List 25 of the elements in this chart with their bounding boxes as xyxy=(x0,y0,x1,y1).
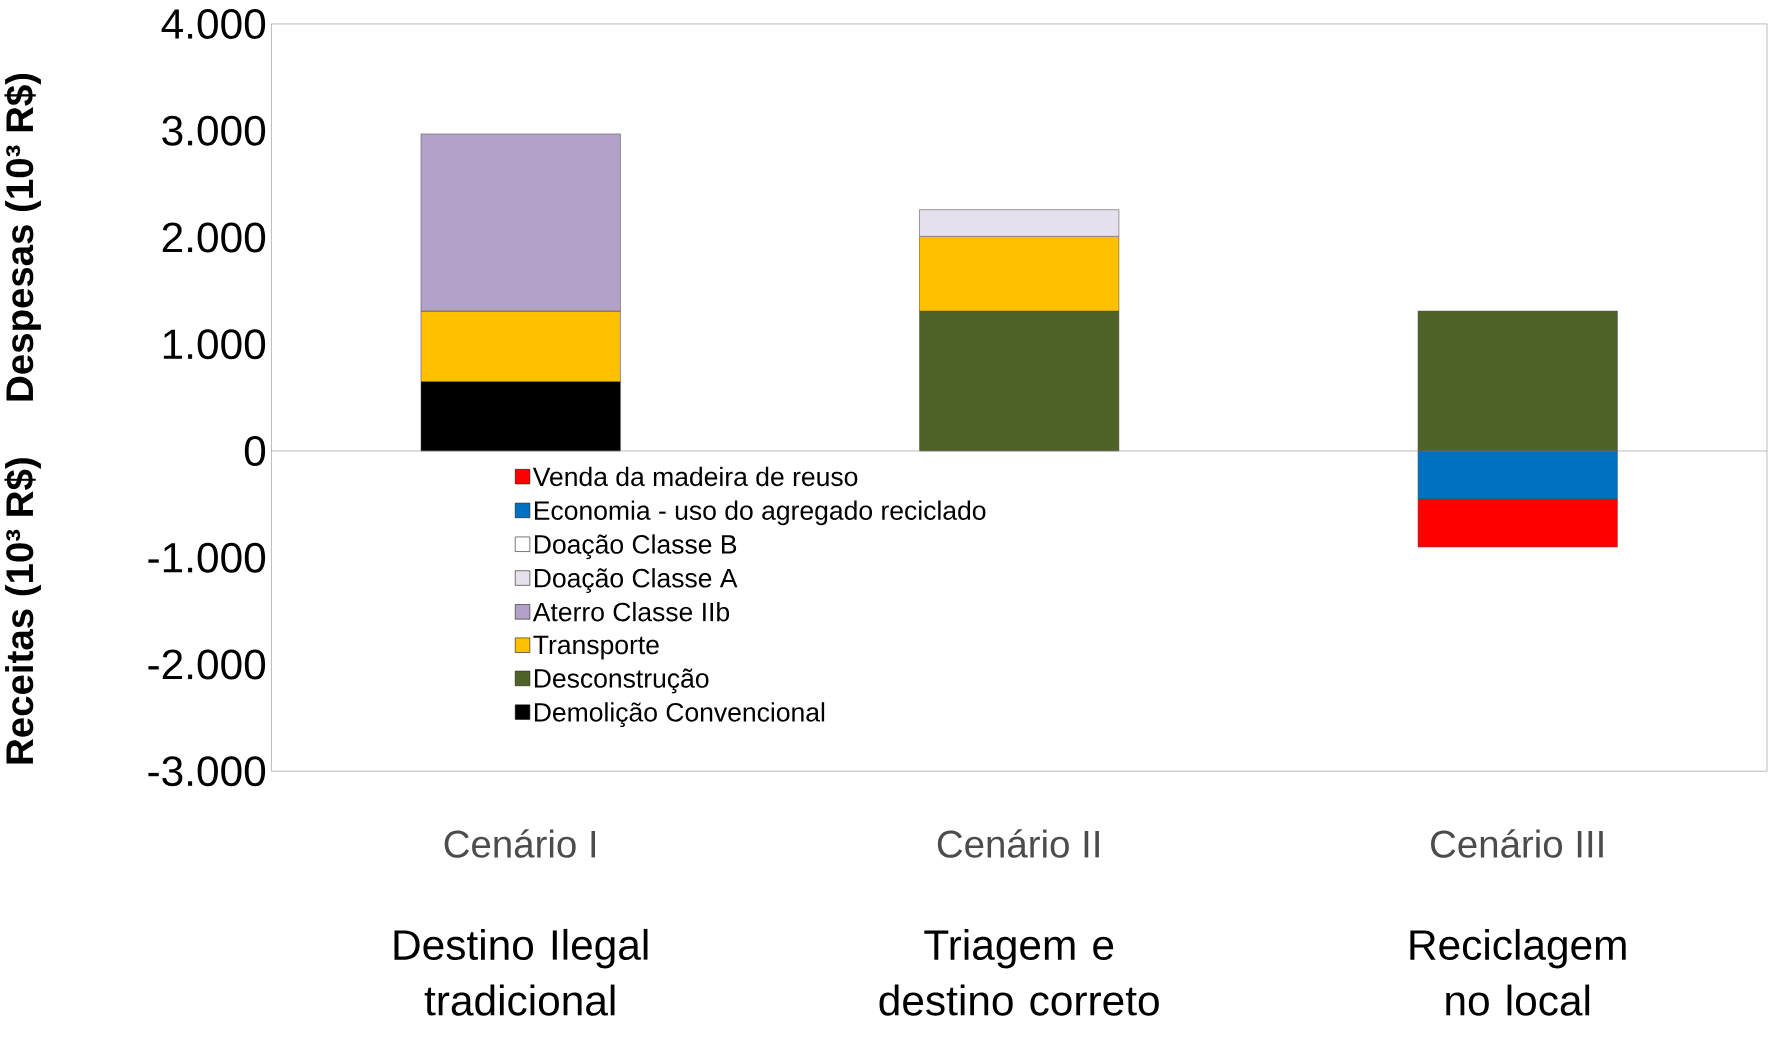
y-tick-label: -2.000 xyxy=(148,649,266,680)
text: Receitas (10³ R$) xyxy=(4,458,41,764)
bar xyxy=(1417,311,1618,452)
y-tick-label: -1.000 xyxy=(148,542,266,573)
y-tick-label: 2.000 xyxy=(162,222,266,253)
legend-label: Venda da madeira de reuso xyxy=(532,466,858,487)
y-tick-label: 0 xyxy=(244,436,266,467)
legend-label: Transporte xyxy=(533,635,659,660)
y-tick-label: 3.000 xyxy=(162,115,266,146)
y-axis-title: Despesas (10³ R$) xyxy=(4,74,41,401)
x-tick-label: Cenário III xyxy=(1431,829,1603,858)
text: Reciclagem no local xyxy=(1410,929,1626,1016)
y-tick-label: 1.000 xyxy=(163,329,266,360)
x-tick-label: Cenário I xyxy=(444,829,596,858)
legend-label: Demolição Convencional xyxy=(534,702,825,728)
y-tick-label: 4.000 xyxy=(161,9,266,40)
legend-label: Doação Classe A xyxy=(534,568,738,594)
text: Destino Ilegal tradicional xyxy=(394,929,648,1016)
y-tick-label: -3.000 xyxy=(148,756,266,787)
legend-label: Aterro Classe IIb xyxy=(532,602,730,622)
legend-label: Desconstrução xyxy=(534,668,709,694)
legend-label: Economia - uso do agregado reciclado xyxy=(534,500,986,526)
legend-label: Doação Classe B xyxy=(534,534,737,560)
x-tick-label: Cenário II xyxy=(937,829,1099,858)
text: Triagem e destino correto xyxy=(879,929,1159,1016)
